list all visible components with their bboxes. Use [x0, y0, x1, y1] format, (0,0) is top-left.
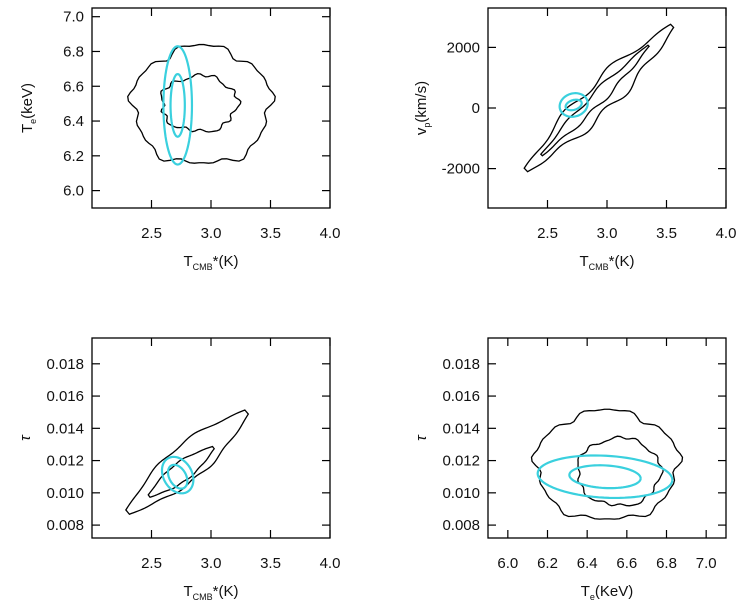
plot-area [127, 43, 276, 166]
y-axis-label: τ [17, 434, 34, 441]
x-tick-label: 3.0 [201, 555, 222, 572]
panel-3: 2.5 3.0 3.5 4.0 0.008 0.010 0.012 0.014 0.016 0.0… [17, 337, 341, 601]
y-tick-label: 6.8 [63, 43, 84, 60]
ellipse-line-4 [564, 98, 583, 112]
x-tick-label: 2.5 [537, 225, 558, 242]
contour-line-2 [539, 44, 650, 157]
y-tick-label: 0 [472, 100, 480, 117]
y-tick-label: 0.010 [46, 485, 84, 502]
y-tick-label: 7.0 [63, 9, 84, 26]
contour-line-1 [125, 409, 250, 516]
x-tick-label: 4.0 [320, 555, 341, 572]
ellipse-line-4 [166, 463, 189, 490]
y-axis-label: τ [413, 434, 430, 441]
plot-frame [487, 7, 727, 209]
plot-area [125, 409, 250, 516]
x-axis-label: Te(KeV) [581, 583, 634, 601]
y-tick-label: 0.014 [46, 420, 84, 437]
x-tick-label: 6.2 [537, 555, 558, 572]
x-tick-label: 6.8 [656, 555, 677, 572]
x-axis-label: TCMB*(K) [579, 253, 634, 272]
x-tick-label: 3.5 [260, 555, 281, 572]
x-tick-label: 3.0 [201, 225, 222, 242]
ellipse-line-3 [536, 454, 674, 500]
x-axis-label: TCMB*(K) [183, 583, 238, 601]
y-tick-label: 0.008 [46, 517, 84, 534]
y-axis-label: Te(keV) [19, 83, 38, 133]
ellipse-line-3 [160, 455, 195, 495]
plot-frame [487, 337, 727, 539]
x-tick-label: 3.5 [260, 225, 281, 242]
ellipse-line-3 [558, 92, 589, 118]
x-tick-label: 2.5 [141, 225, 162, 242]
y-tick-label: 6.6 [63, 78, 84, 95]
y-tick-label: 6.4 [63, 113, 84, 130]
y-tick-label: -2000 [442, 161, 480, 178]
ellipse-line-4 [169, 72, 186, 138]
plot-frame [91, 7, 331, 209]
contour-line-1 [523, 23, 675, 173]
ellipse-line-4 [568, 464, 642, 490]
y-tick-label: 0.018 [442, 356, 480, 373]
x-tick-label: 2.5 [141, 555, 162, 572]
x-tick-label: 6.6 [616, 555, 637, 572]
y-axis-label: vp(km/s) [413, 81, 432, 135]
plot-area [530, 408, 684, 520]
contour-line-2 [577, 435, 664, 507]
ellipse-line-3 [162, 45, 194, 166]
panel-4: 6.0 6.2 6.4 6.6 6.8 7.0 0.008 0.010 0.012 0.014 0.… [413, 337, 727, 601]
y-tick-label: 0.018 [46, 356, 84, 373]
x-tick-label: 3.0 [597, 225, 618, 242]
plot-area [523, 23, 675, 173]
x-axis-label: TCMB*(K) [183, 253, 238, 272]
y-tick-label: 0.012 [46, 453, 84, 470]
y-tick-label: 0.010 [442, 485, 480, 502]
x-tick-label: 6.4 [577, 555, 598, 572]
x-tick-label: 7.0 [696, 555, 717, 572]
x-tick-label: 4.0 [320, 225, 341, 242]
contour-line-1 [127, 43, 276, 164]
y-tick-label: 0.016 [442, 388, 480, 405]
y-tick-label: 6.0 [63, 183, 84, 200]
x-tick-label: 4.0 [716, 225, 737, 242]
y-tick-label: 2000 [447, 39, 480, 56]
panel-1: 2.5 3.0 3.5 4.0 6.0 6.2 6.4 6.6 6.8 7.0 TCMB*(K) Te… [19, 7, 341, 272]
panel-2: 2.5 3.0 3.5 4.0 -2000 0 2000 TCMB*(K) vp(km/s) [413, 7, 737, 272]
y-tick-label: 0.016 [46, 388, 84, 405]
contour-line-1 [530, 408, 684, 520]
y-tick-label: 0.008 [442, 517, 480, 534]
x-tick-label: 3.5 [656, 225, 677, 242]
y-tick-label: 6.2 [63, 148, 84, 165]
y-tick-label: 0.012 [442, 453, 480, 470]
y-tick-label: 0.014 [442, 420, 480, 437]
x-tick-label: 6.0 [497, 555, 518, 572]
